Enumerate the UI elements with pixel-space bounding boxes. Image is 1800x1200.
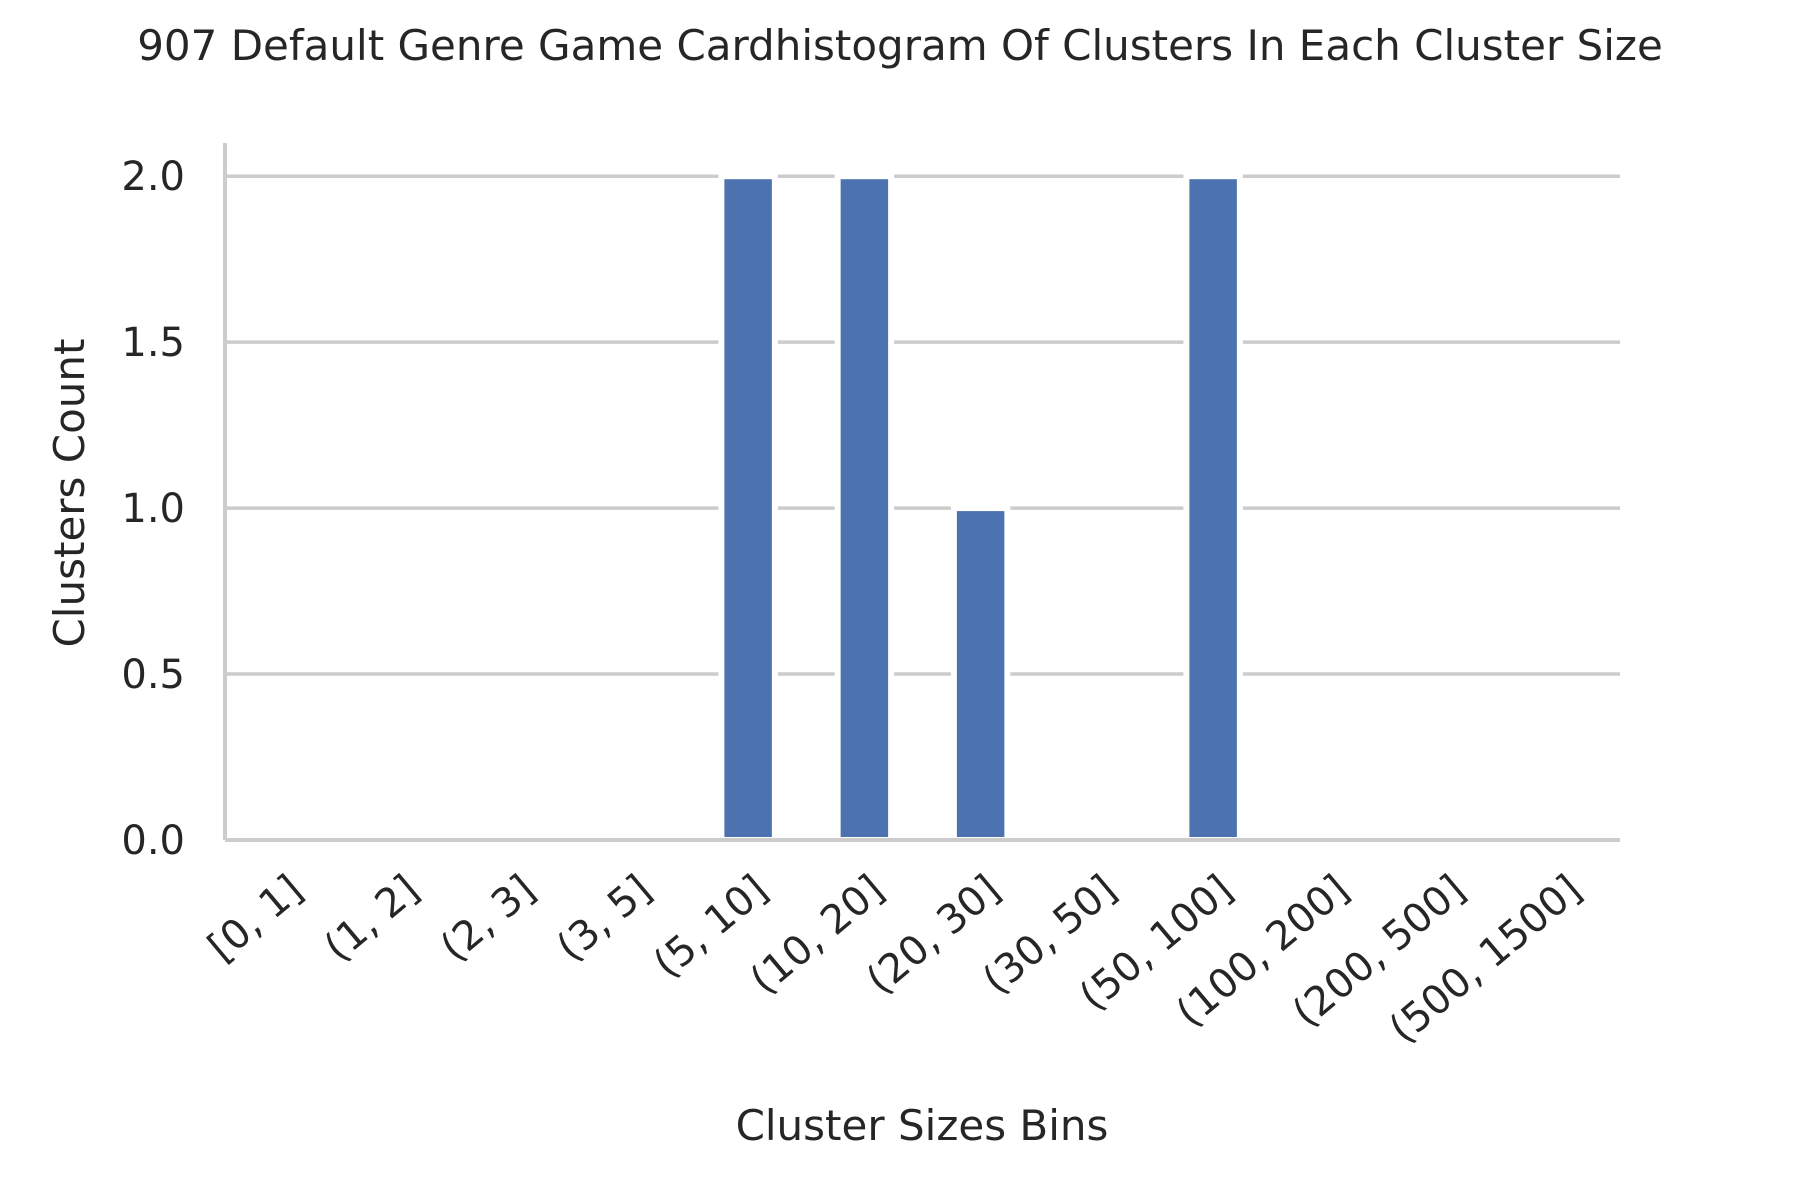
x-axis-title: Cluster Sizes Bins xyxy=(736,1101,1109,1150)
x-tick-label-1: (1, 2] xyxy=(316,866,428,970)
y-tick-label-4: 2.0 xyxy=(121,154,185,200)
y-tick-labels: 0.0 0.5 1.0 1.5 2.0 xyxy=(121,154,185,864)
x-tick-label-0: [0, 1] xyxy=(200,866,312,970)
y-tick-label-2: 1.0 xyxy=(121,486,185,532)
bar-4 xyxy=(718,173,778,843)
y-tick-label-0: 0.0 xyxy=(121,818,185,864)
grid-lines xyxy=(225,174,1620,676)
chart-title: 907 Default Genre Game Cardhistogram Of … xyxy=(137,21,1663,70)
x-tick-label-3: (3, 5] xyxy=(548,866,660,970)
y-axis-title: Clusters Count xyxy=(45,338,94,647)
y-tick-label-3: 1.5 xyxy=(121,320,185,366)
x-tick-labels: [0, 1] (1, 2] (2, 3] (3, 5](5, 10](10, 20](… xyxy=(200,866,1591,1052)
x-tick-label-2: (2, 3] xyxy=(432,866,544,970)
y-tick-label-1: 0.5 xyxy=(121,652,185,698)
bar-5 xyxy=(834,173,895,843)
axes xyxy=(223,143,1620,842)
bar-8 xyxy=(1183,173,1243,843)
bar-6 xyxy=(950,505,1011,843)
